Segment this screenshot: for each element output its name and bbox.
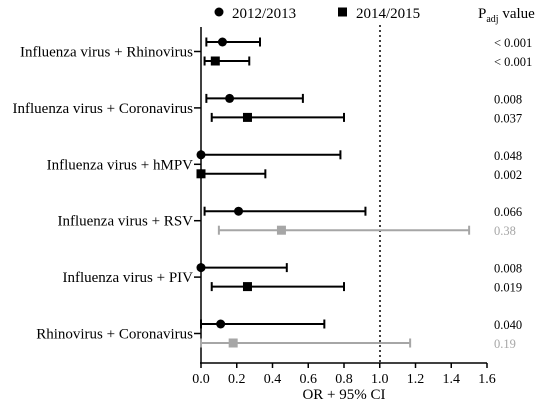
p-title-main: P	[478, 6, 486, 22]
p-value-column-title: Padj value	[478, 6, 535, 25]
legend-marker-square	[338, 7, 347, 17]
x-axis-ticks: 0.0 0.2 0.4 0.6 0.8 1.0 1.2 1.4 1.6	[192, 363, 496, 387]
estimate-point-square	[228, 338, 238, 348]
estimate-point-circle	[216, 319, 226, 329]
category-label: Influenza virus + RSV	[57, 214, 193, 230]
estimate-rows	[196, 37, 471, 348]
estimate-point-circle	[217, 37, 227, 47]
category-labels: Influenza virus + Rhinovirus Influenza vi…	[13, 45, 194, 343]
p-value-label: 0.048	[494, 149, 522, 163]
category-label: Influenza virus + Coronavirus	[13, 101, 194, 117]
estimate-point-square	[242, 282, 252, 292]
p-value-label: 0.38	[494, 224, 516, 238]
x-tick-label: 0.0	[192, 372, 210, 387]
x-tick-label: 0.8	[335, 372, 353, 387]
legend: 2012/2013 2014/2015	[214, 6, 420, 22]
p-value-labels: < 0.001 < 0.001 0.008 0.037 0.048 0.002 0.066 0…	[494, 36, 532, 351]
category-label: Rhinovirus + Coronavirus	[36, 327, 193, 343]
x-tick-label: 1.6	[478, 372, 496, 387]
y-axis-category-ticks	[194, 50, 201, 335]
p-value-label: 0.037	[494, 111, 522, 125]
p-title-subscript: adj	[486, 14, 498, 25]
estimate-point-square	[196, 169, 206, 179]
legend-marker-circle	[214, 7, 224, 17]
x-tick-label: 1.0	[371, 372, 389, 387]
legend-label-2014-2015: 2014/2015	[356, 6, 420, 22]
estimate-point-circle	[196, 150, 206, 160]
p-value-label: 0.008	[494, 92, 522, 106]
p-value-label: 0.040	[494, 318, 522, 332]
p-value-label: 0.066	[494, 205, 522, 219]
p-value-label: 0.008	[494, 262, 522, 276]
p-value-label: 0.019	[494, 281, 522, 295]
legend-label-2012-2013: 2012/2013	[232, 6, 296, 22]
category-label: Influenza virus + PIV	[62, 270, 193, 286]
category-label: Influenza virus + Rhinovirus	[20, 45, 193, 61]
x-axis-title: OR + 95% CI	[302, 387, 385, 403]
x-tick-label: 1.2	[407, 372, 425, 387]
p-value-label: 0.19	[494, 337, 516, 351]
estimate-point-square	[276, 225, 286, 235]
p-value-label: < 0.001	[494, 55, 532, 69]
x-tick-label: 0.6	[300, 372, 318, 387]
estimate-point-circle	[225, 93, 235, 103]
estimate-point-circle	[234, 206, 244, 216]
x-tick-label: 1.4	[443, 372, 461, 387]
category-label: Influenza virus + hMPV	[47, 157, 194, 173]
p-title-rest: value	[499, 6, 536, 22]
estimate-point-square	[242, 112, 252, 122]
estimate-point-square	[210, 56, 220, 66]
x-tick-label: 0.2	[228, 372, 246, 387]
p-value-label: 0.002	[494, 168, 522, 182]
p-value-label: < 0.001	[494, 36, 532, 50]
estimate-point-circle	[196, 263, 206, 273]
x-tick-label: 0.4	[264, 372, 282, 387]
